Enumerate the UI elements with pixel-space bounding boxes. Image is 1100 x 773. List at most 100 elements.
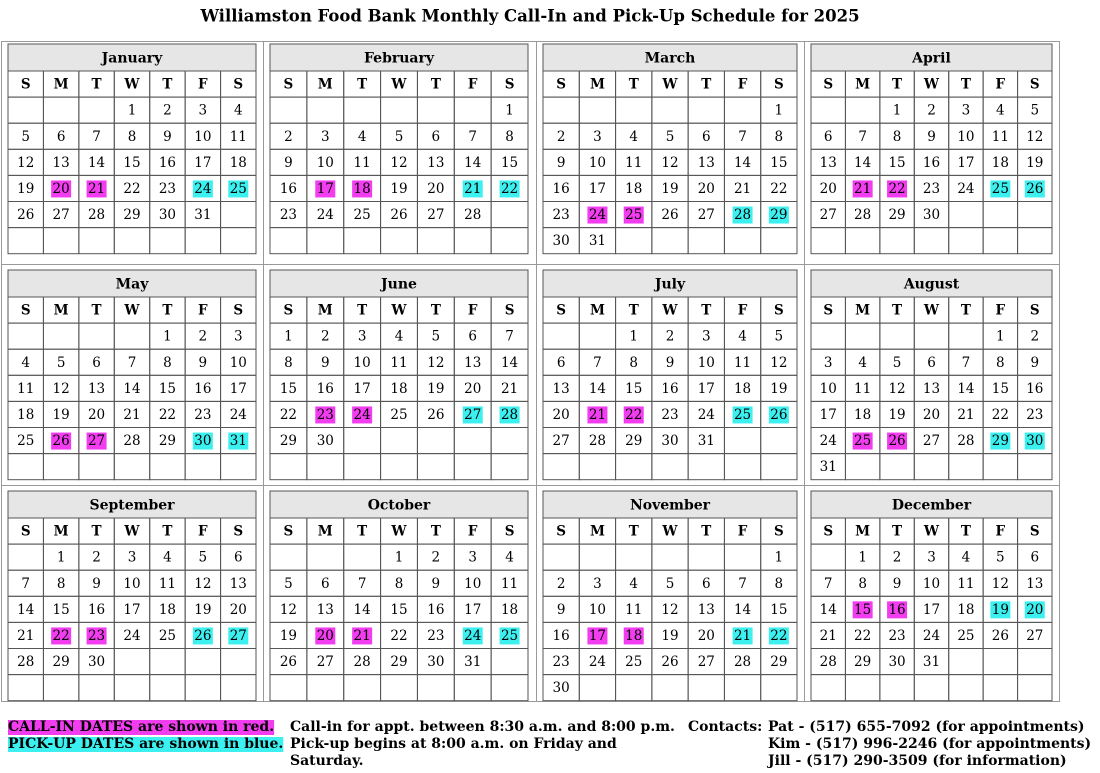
weekday: S (505, 303, 515, 319)
day-number: 26 (661, 654, 678, 670)
date-highlight (887, 432, 908, 450)
day-number: 4 (996, 103, 1005, 119)
day-number: 19 (992, 602, 1009, 618)
day-number: 30 (427, 654, 444, 670)
day-number: 10 (589, 602, 606, 618)
day-number: 18 (625, 628, 642, 644)
day-number: 25 (957, 628, 974, 644)
day-number: 12 (770, 355, 787, 371)
day-number: 4 (858, 355, 867, 371)
day-number: 29 (854, 654, 871, 670)
day-number: 3 (234, 329, 243, 345)
weekday: T (629, 524, 639, 540)
legend-swatch (8, 737, 284, 752)
weekday: S (1030, 303, 1040, 319)
day-number: 16 (661, 381, 678, 397)
day-number: 3 (702, 329, 711, 345)
day-number: 11 (501, 576, 518, 592)
weekday: S (774, 303, 784, 319)
day-number: 14 (464, 155, 481, 171)
day-number: 26 (1026, 181, 1043, 197)
day-number: 24 (317, 207, 334, 223)
weekday: S (774, 77, 784, 93)
day-number: 17 (698, 381, 715, 397)
day-number: 9 (284, 155, 293, 171)
day-number: 19 (280, 628, 297, 644)
day-number: 13 (88, 381, 105, 397)
day-number: 7 (824, 576, 833, 592)
day-number: 6 (432, 129, 441, 145)
day-number: 6 (321, 576, 330, 592)
day-number: 5 (432, 329, 441, 345)
day-number: 6 (702, 576, 711, 592)
day-number: 5 (996, 550, 1005, 566)
weekday: T (701, 77, 711, 93)
month-title-bar (810, 490, 1053, 519)
cell (1017, 453, 1053, 481)
day-number: 10 (194, 129, 211, 145)
day-number: 12 (280, 602, 297, 618)
day-number: 24 (820, 433, 837, 449)
weekday: S (505, 524, 515, 540)
day-number: 22 (280, 407, 297, 423)
day-number: 30 (888, 654, 905, 670)
day-number: 21 (123, 407, 140, 423)
date-highlight (1024, 432, 1045, 450)
day-number: 22 (992, 407, 1009, 423)
month-name: January (100, 51, 164, 67)
day-number: 30 (553, 680, 570, 696)
weekday: S (284, 77, 294, 93)
day-number: 18 (957, 602, 974, 618)
weekday: T (961, 303, 971, 319)
page-title: Williamston Food Bank Monthly Call-In an… (199, 7, 859, 26)
day-number: 11 (390, 355, 407, 371)
date-highlight (623, 206, 644, 224)
day-number: 13 (820, 155, 837, 171)
month-name: July (653, 277, 686, 293)
day-number: 20 (53, 181, 70, 197)
day-number: 17 (464, 602, 481, 618)
day-number: 7 (738, 576, 747, 592)
day-number: 24 (698, 407, 715, 423)
day-number: 1 (395, 550, 404, 566)
day-number: 3 (962, 103, 971, 119)
day-number: 8 (128, 129, 137, 145)
cell (760, 227, 798, 255)
day-number: 17 (957, 155, 974, 171)
weekday: M (318, 524, 333, 540)
day-number: 18 (390, 381, 407, 397)
day-number: 9 (927, 129, 936, 145)
date-highlight (51, 627, 72, 645)
day-number: 26 (194, 628, 211, 644)
date-highlight (51, 180, 72, 198)
day-number: 27 (553, 433, 570, 449)
day-number: 6 (927, 355, 936, 371)
weekday: S (1030, 77, 1040, 93)
day-number: 8 (858, 576, 867, 592)
day-number: 27 (923, 433, 940, 449)
day-number: 12 (992, 576, 1009, 592)
weekday: S (21, 303, 31, 319)
day-number: 26 (390, 207, 407, 223)
weekday: S (21, 524, 31, 540)
day-number: 28 (854, 207, 871, 223)
day-number: 29 (280, 433, 297, 449)
month-title-bar (810, 43, 1053, 72)
day-number: 5 (284, 576, 293, 592)
day-number: 15 (625, 381, 642, 397)
day-number: 1 (128, 103, 137, 119)
cell (760, 674, 798, 702)
day-number: 13 (230, 576, 247, 592)
month-title-bar (7, 269, 257, 298)
day-number: 19 (888, 407, 905, 423)
day-number: 21 (88, 181, 105, 197)
day-number: 14 (957, 381, 974, 397)
day-number: 31 (230, 433, 247, 449)
weekday: M (855, 524, 870, 540)
weekday: W (661, 303, 678, 319)
day-number: 13 (923, 381, 940, 397)
day-number: 20 (923, 407, 940, 423)
